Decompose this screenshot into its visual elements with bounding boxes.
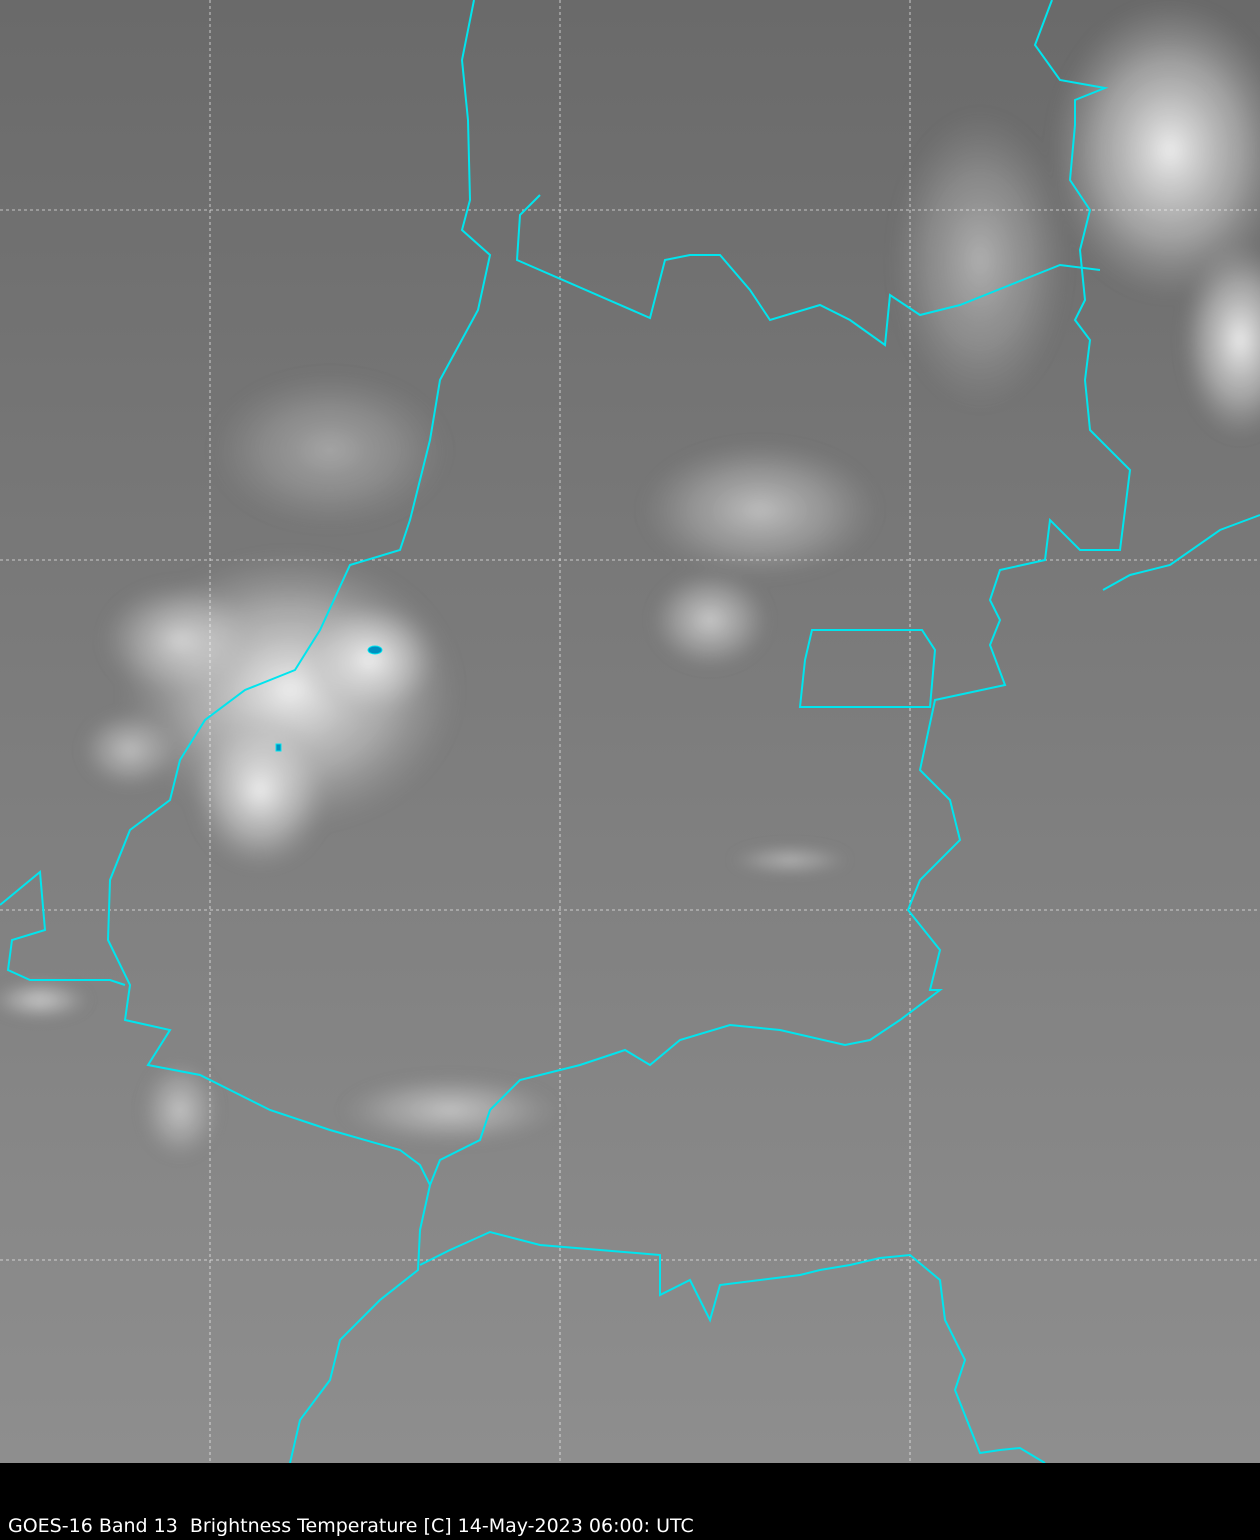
cold-cloud-tops bbox=[275, 645, 383, 752]
graticule-gridlines bbox=[0, 0, 1260, 1463]
satellite-map bbox=[0, 0, 1260, 1463]
image-caption: GOES-16 Band 13 Brightness Temperature [… bbox=[8, 1515, 694, 1537]
clouds bbox=[0, 0, 1260, 1160]
political-borders bbox=[0, 0, 1260, 1463]
